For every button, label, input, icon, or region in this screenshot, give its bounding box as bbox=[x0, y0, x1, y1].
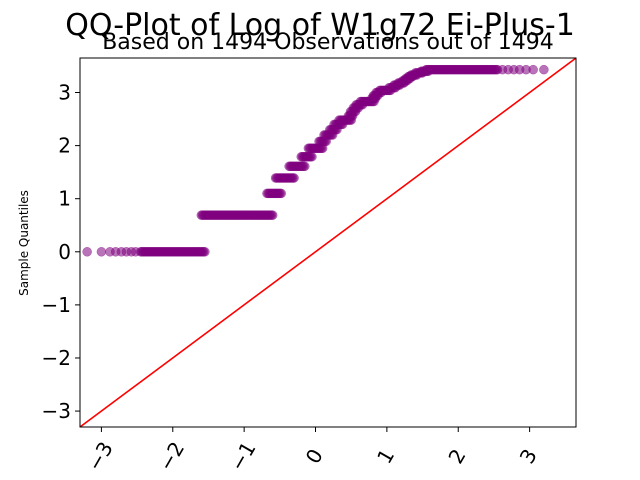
y-tick-label: −1 bbox=[42, 293, 71, 317]
data-point bbox=[528, 64, 538, 75]
y-axis: −3 −2 −1 0 1 2 3 bbox=[42, 81, 80, 423]
x-tick-label: −1 bbox=[225, 437, 261, 475]
data-point bbox=[539, 64, 549, 75]
y-tick-label: 1 bbox=[58, 187, 71, 211]
data-point bbox=[200, 247, 210, 257]
plot-frame bbox=[79, 57, 577, 428]
data-point bbox=[276, 188, 286, 199]
x-tick-label: −2 bbox=[154, 437, 190, 475]
x-tick-label: 2 bbox=[443, 445, 470, 468]
data-point bbox=[130, 247, 141, 257]
x-tick-label: 1 bbox=[372, 445, 399, 468]
x-tick-label: 3 bbox=[515, 445, 542, 468]
data-points bbox=[82, 64, 549, 257]
data-point bbox=[300, 161, 310, 172]
data-point bbox=[96, 247, 107, 257]
y-axis-label: Sample Quantiles bbox=[17, 190, 31, 296]
x-tick-label: 0 bbox=[301, 445, 328, 468]
data-point bbox=[289, 173, 299, 183]
x-axis: −3 −2 −1 0 1 2 3 bbox=[82, 427, 542, 475]
chart-title: QQ-Plot of Log of W1g72 Ei-Plus-1 bbox=[65, 8, 575, 43]
y-tick-label: −3 bbox=[42, 399, 71, 423]
y-tick-label: 3 bbox=[58, 81, 71, 105]
chart-subtitle: Based on 1494 Observations out of 1494 bbox=[102, 30, 554, 55]
y-tick-label: 2 bbox=[58, 134, 71, 158]
y-tick-label: 0 bbox=[58, 240, 71, 264]
y-tick-label: −2 bbox=[42, 346, 71, 370]
x-tick-label: −3 bbox=[82, 437, 118, 475]
reference-line bbox=[80, 58, 576, 427]
data-point bbox=[307, 152, 317, 162]
data-point bbox=[82, 247, 92, 257]
data-point bbox=[267, 210, 278, 220]
plot-area bbox=[79, 57, 577, 428]
